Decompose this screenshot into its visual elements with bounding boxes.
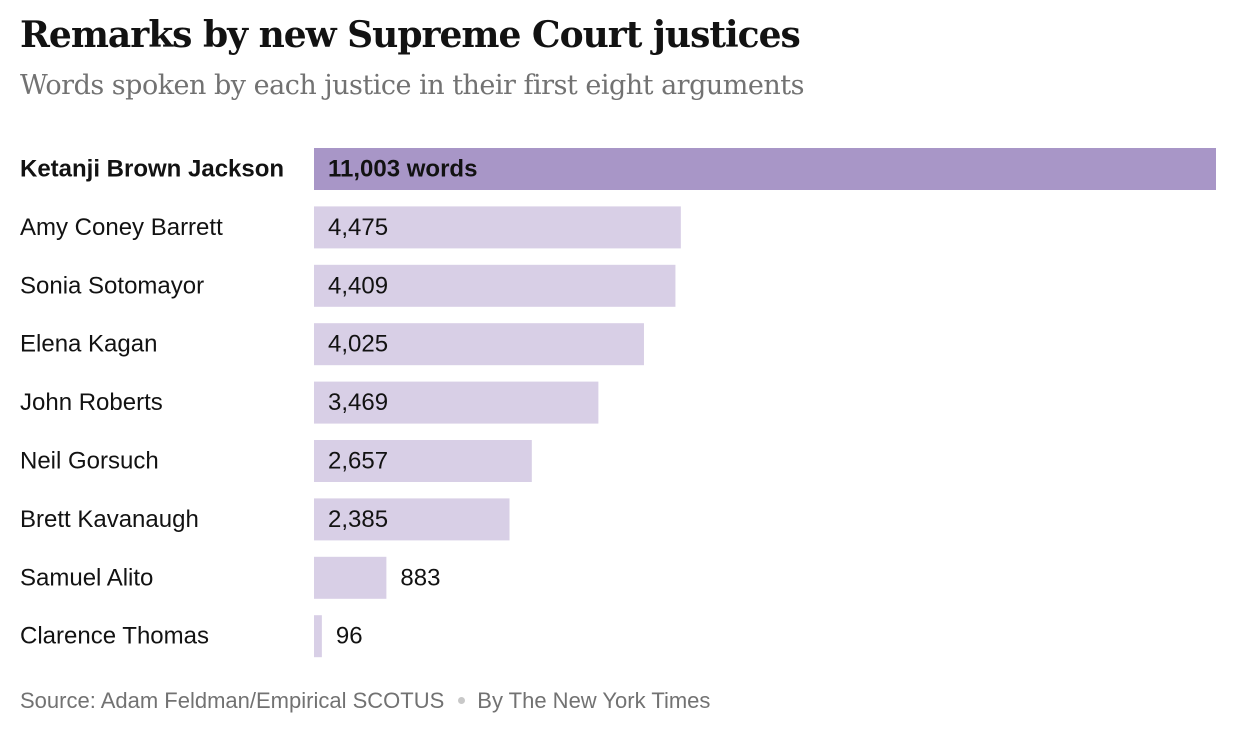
chart-title: Remarks by new Supreme Court justices bbox=[20, 14, 801, 56]
bar-neil-gorsuch bbox=[314, 440, 532, 482]
bar-ketanji-brown-jackson bbox=[314, 148, 1216, 190]
value-label-neil-gorsuch: 2,657 bbox=[328, 448, 388, 475]
chart-subtitle: Words spoken by each justice in their fi… bbox=[20, 70, 804, 101]
category-label-neil-gorsuch: Neil Gorsuch bbox=[20, 448, 159, 475]
chart-footer: Source: Adam Feldman/Empirical SCOTUS By … bbox=[20, 688, 710, 714]
value-label-clarence-thomas: 96 bbox=[336, 623, 363, 650]
separator-dot bbox=[458, 696, 466, 704]
bar-sonia-sotomayor bbox=[314, 264, 676, 307]
value-label-elena-kagan: 4,025 bbox=[328, 331, 388, 358]
bar-brett-kavanaugh bbox=[314, 498, 510, 541]
value-label-sonia-sotomayor: 4,409 bbox=[328, 272, 388, 299]
category-label-sonia-sotomayor: Sonia Sotomayor bbox=[20, 272, 204, 299]
category-label-amy-coney-barrett: Amy Coney Barrett bbox=[20, 214, 223, 241]
byline: By The New York Times bbox=[477, 688, 711, 713]
category-label-elena-kagan: Elena Kagan bbox=[20, 331, 157, 358]
value-label-ketanji-brown-jackson: 11,003 words bbox=[328, 156, 477, 183]
category-label-brett-kavanaugh: Brett Kavanaugh bbox=[20, 506, 199, 533]
value-label-brett-kavanaugh: 2,385 bbox=[328, 506, 388, 533]
value-label-samuel-alito: 883 bbox=[400, 564, 440, 591]
category-label-john-roberts: John Roberts bbox=[20, 389, 163, 416]
source-note: Source: Adam Feldman/Empirical SCOTUS bbox=[20, 688, 445, 713]
bar-samuel-alito bbox=[314, 556, 387, 599]
value-label-amy-coney-barrett: 4,475 bbox=[328, 214, 388, 241]
category-label-samuel-alito: Samuel Alito bbox=[20, 564, 153, 591]
value-label-john-roberts: 3,469 bbox=[328, 389, 388, 416]
bar-chart: Ketanji Brown Jackson 11,003 words Amy Con… bbox=[20, 148, 1216, 658]
bar-elena-kagan bbox=[314, 323, 644, 366]
category-label-ketanji-brown-jackson: Ketanji Brown Jackson bbox=[20, 156, 284, 183]
category-label-clarence-thomas: Clarence Thomas bbox=[20, 623, 209, 650]
bar-amy-coney-barrett bbox=[314, 206, 681, 249]
bar-john-roberts bbox=[314, 381, 599, 424]
bar-clarence-thomas bbox=[314, 615, 322, 658]
